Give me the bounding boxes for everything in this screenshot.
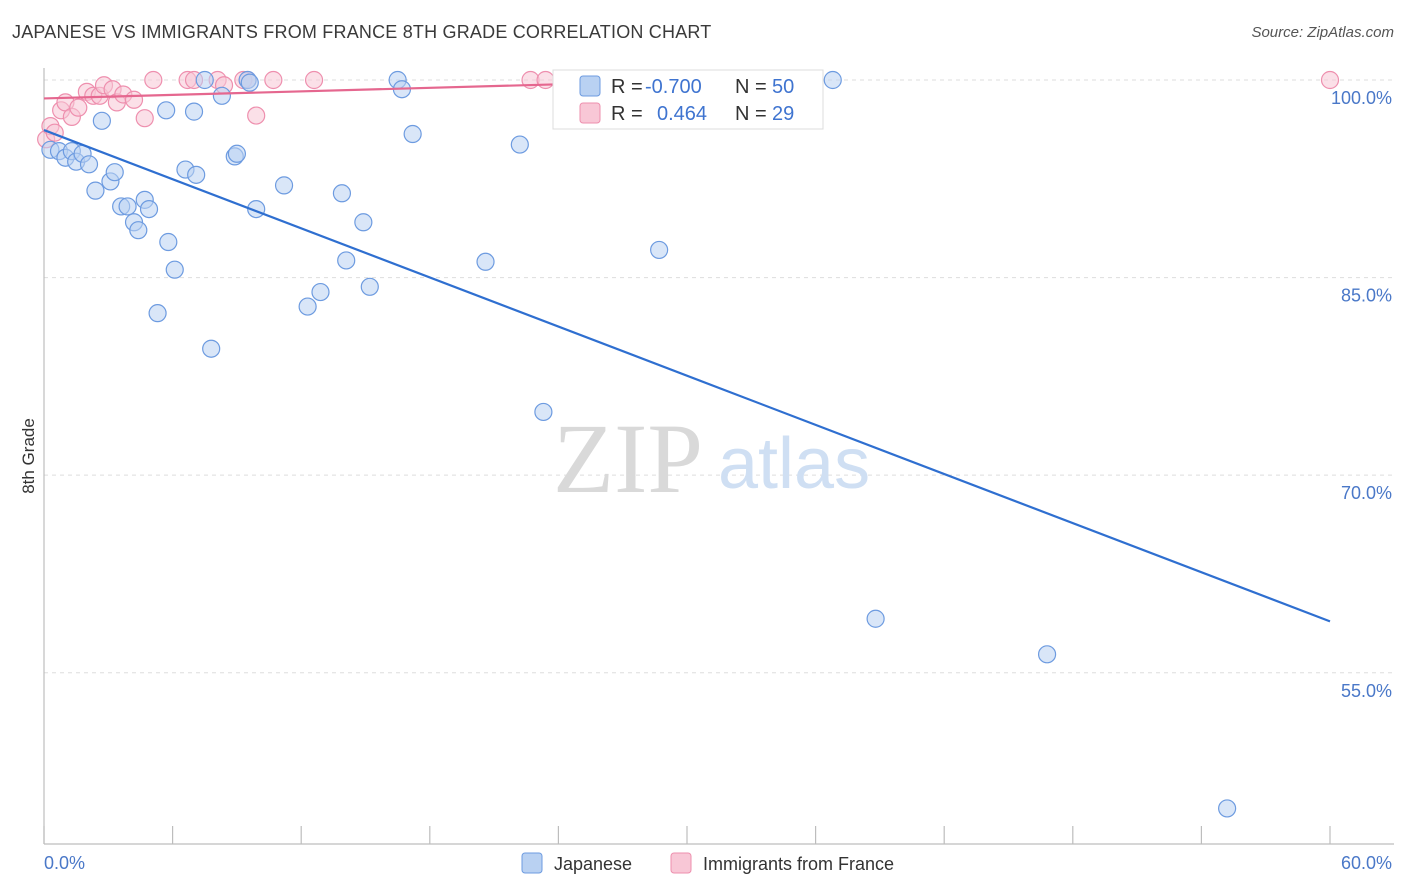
- legend-r-value-japanese: -0.700: [645, 76, 702, 98]
- japanese-point: [187, 165, 206, 184]
- watermark-atlas: atlas: [718, 424, 870, 504]
- japanese-point: [274, 176, 294, 195]
- japanese-point: [79, 155, 99, 174]
- japanese-point: [105, 163, 124, 182]
- y-tick-label: 70.0%: [1341, 483, 1392, 503]
- legend-n-label-france: N =: [735, 103, 767, 125]
- chart-title: JAPANESE VS IMMIGRANTS FROM FRANCE 8TH G…: [12, 22, 712, 42]
- bottom-legend-swatch-japanese: [521, 852, 543, 874]
- bottom-legend-label-france: Immigrants from France: [703, 854, 894, 874]
- y-tick-label: 100.0%: [1331, 88, 1392, 108]
- france-point: [69, 98, 88, 117]
- axes: [43, 68, 1394, 845]
- x-tick-label-min: 0.0%: [44, 853, 85, 873]
- france-point: [247, 106, 266, 125]
- japanese-point: [1037, 645, 1057, 664]
- japanese-point: [650, 240, 669, 260]
- series-japanese-points: [41, 70, 1237, 818]
- japanese-point: [202, 339, 221, 358]
- japanese-point: [212, 86, 231, 105]
- france-point: [304, 70, 324, 90]
- france-point: [1320, 70, 1340, 90]
- x-axis-ticks: [43, 826, 1331, 844]
- japanese-point: [354, 213, 373, 232]
- japanese-point: [86, 181, 105, 200]
- japanese-point: [298, 297, 317, 316]
- japanese-point: [510, 135, 529, 154]
- trend-line-japanese: [43, 129, 1331, 623]
- legend-r-label-japanese: R =: [611, 76, 643, 98]
- japanese-point: [403, 124, 422, 144]
- x-tick-label-max: 60.0%: [1341, 853, 1392, 873]
- japanese-point: [148, 304, 167, 323]
- grid-lines: [44, 79, 1394, 674]
- legend-r-label-france: R =: [611, 103, 643, 125]
- japanese-point: [165, 260, 184, 279]
- y-axis-label: 8th Grade: [19, 418, 38, 494]
- y-axis-tick-labels: 100.0% 85.0% 70.0% 55.0%: [1331, 88, 1392, 701]
- japanese-point: [118, 197, 137, 216]
- france-point: [124, 90, 144, 109]
- bottom-legend-swatch-france: [670, 852, 692, 874]
- japanese-point: [332, 184, 352, 203]
- source-label: Source: ZipAtlas.com: [1251, 24, 1394, 41]
- japanese-point: [866, 609, 885, 628]
- legend-r-value-france: 0.464: [657, 103, 707, 125]
- japanese-point: [92, 111, 111, 130]
- y-tick-label: 85.0%: [1341, 286, 1392, 306]
- japanese-point: [534, 402, 553, 422]
- japanese-point: [311, 282, 330, 302]
- japanese-point: [227, 144, 246, 163]
- france-point: [264, 70, 283, 90]
- legend-n-label-japanese: N =: [735, 76, 767, 98]
- japanese-point: [337, 251, 356, 270]
- japanese-point: [139, 199, 159, 219]
- japanese-point: [159, 232, 178, 252]
- japanese-point: [184, 102, 204, 121]
- france-point: [135, 109, 154, 128]
- japanese-point: [360, 277, 379, 296]
- legend-n-value-france: 29: [772, 103, 794, 125]
- japanese-point: [157, 101, 176, 120]
- japanese-point: [476, 252, 495, 271]
- legend-swatch-france: [579, 102, 601, 124]
- japanese-point: [1218, 799, 1237, 818]
- watermark: ZIP atlas: [553, 403, 870, 514]
- correlation-legend: R = -0.700 N = 50 R = 0.464 N = 29: [552, 69, 824, 130]
- bottom-legend: Japanese Immigrants from France: [521, 852, 894, 874]
- legend-swatch-japanese: [579, 75, 601, 97]
- y-tick-label: 55.0%: [1341, 681, 1392, 701]
- legend-n-value-japanese: 50: [772, 76, 794, 98]
- japanese-point: [195, 70, 214, 90]
- japanese-point: [129, 221, 148, 240]
- japanese-point: [240, 73, 259, 92]
- japanese-point: [823, 70, 842, 90]
- bottom-legend-label-japanese: Japanese: [554, 854, 632, 874]
- watermark-zip: ZIP: [553, 403, 703, 514]
- france-point: [536, 70, 555, 90]
- france-point: [144, 70, 163, 90]
